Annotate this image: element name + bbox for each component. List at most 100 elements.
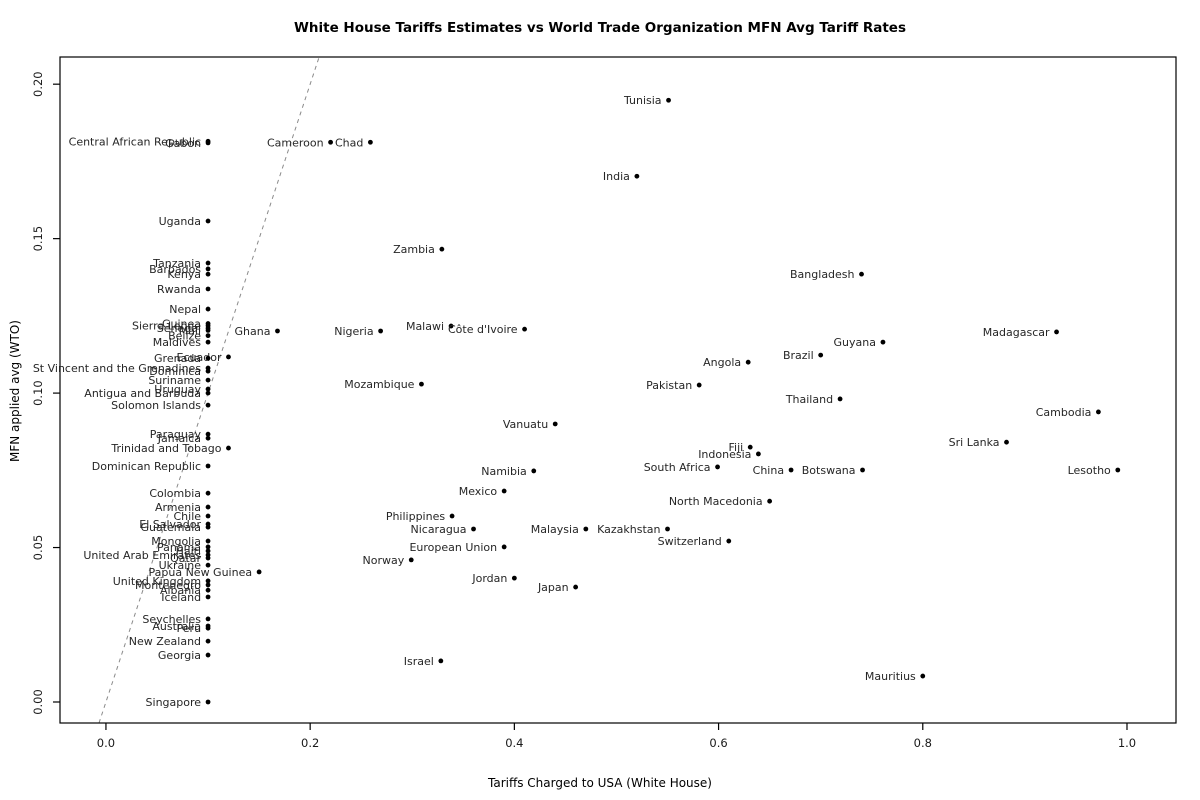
data-point [205, 513, 211, 519]
point-label: Suriname [148, 374, 201, 387]
data-point [205, 562, 211, 568]
point-label: Nepal [169, 303, 201, 316]
point-label: Cameroon [267, 136, 324, 149]
point-label: Madagascar [983, 326, 1050, 339]
point-label: Thailand [785, 393, 833, 406]
data-point [205, 435, 211, 441]
point-label: European Union [409, 541, 497, 554]
point-label: Barbados [149, 263, 201, 276]
data-point [205, 260, 211, 266]
x-tick-label: 0.2 [301, 736, 319, 750]
data-point [205, 218, 211, 224]
y-tick-label: 0.05 [31, 535, 45, 561]
data-point [471, 526, 476, 532]
point-label: Philippines [386, 510, 446, 523]
data-point [818, 352, 824, 358]
point-label: Fiji [729, 441, 744, 454]
data-point [205, 490, 211, 496]
data-point [1004, 439, 1009, 445]
point-label: Norway [363, 554, 405, 567]
point-label: Angola [703, 356, 741, 369]
y-tick-label: 0.10 [31, 380, 45, 406]
point-label: Malaysia [531, 523, 579, 536]
point-label: Australia [152, 620, 201, 633]
point-label: Malawi [406, 320, 444, 333]
data-point [205, 652, 211, 658]
identity-reference-line [98, 57, 320, 724]
point-label: Chad [335, 136, 363, 149]
point-label: United Kingdom [113, 575, 201, 588]
point-label: Botswana [802, 464, 856, 477]
y-tick-label: 0.20 [31, 71, 45, 97]
point-label: Panama [157, 541, 201, 554]
x-tick-label: 0.6 [709, 736, 727, 750]
point-label: Dominican Republic [92, 460, 201, 473]
point-label: Georgia [158, 649, 201, 662]
data-point [205, 327, 211, 333]
x-tick-label: 0.0 [97, 736, 115, 750]
data-point [788, 467, 794, 473]
point-label: Paraguay [150, 428, 202, 441]
data-point [920, 673, 926, 679]
x-tick-label: 0.8 [914, 736, 932, 750]
point-label: Iceland [161, 591, 201, 604]
point-label: Pakistan [646, 379, 692, 392]
data-point [1115, 467, 1121, 473]
y-tick-label: 0.15 [31, 226, 45, 252]
point-label: Kazakhstan [597, 523, 660, 536]
data-point [837, 396, 843, 402]
y-axis-title: MFN applied avg (WTO) [8, 320, 22, 463]
point-label: Mozambique [344, 378, 414, 391]
data-point [205, 333, 211, 339]
data-point [205, 594, 211, 600]
data-point [205, 625, 211, 631]
data-point [511, 575, 517, 581]
data-point [205, 431, 211, 437]
data-point [573, 584, 579, 590]
data-point [205, 538, 211, 544]
point-label: Guyana [833, 336, 875, 349]
point-label: Cambodia [1036, 406, 1092, 419]
data-point [501, 544, 507, 550]
data-point [205, 402, 211, 408]
point-label: Mongolia [151, 535, 201, 548]
point-label: Sri Lanka [949, 436, 1000, 449]
data-point [205, 355, 211, 361]
point-label: India [603, 170, 630, 183]
data-point [859, 271, 864, 277]
point-label: Belize [168, 330, 201, 343]
point-label: Seychelles [142, 613, 201, 626]
data-point [696, 382, 702, 388]
data-point [880, 339, 886, 345]
data-point [205, 339, 211, 345]
point-label: Trinidad and Tobago [110, 442, 221, 455]
point-label: Namibia [481, 465, 527, 478]
data-point [522, 326, 527, 332]
point-label: Armenia [155, 501, 201, 514]
data-point [378, 328, 384, 334]
data-point [205, 386, 211, 392]
point-label: Ukraine [159, 559, 202, 572]
point-label: South Africa [644, 461, 711, 474]
data-point [205, 524, 211, 530]
data-point [205, 616, 211, 622]
point-label: Mauritius [865, 670, 916, 683]
data-point [205, 463, 211, 469]
data-point [367, 139, 373, 145]
point-label: Bangladesh [790, 268, 855, 281]
data-point [205, 548, 211, 554]
data-point [634, 173, 640, 179]
point-label: North Macedonia [669, 495, 763, 508]
point-label: Nigeria [334, 325, 373, 338]
point-label: Ghana [235, 325, 271, 338]
point-label: Lesotho [1068, 464, 1111, 477]
data-point [665, 526, 670, 532]
data-point [1054, 329, 1059, 335]
point-label: Côte d'Ivoire [448, 323, 518, 336]
point-label: Peru [177, 622, 202, 635]
data-point [1096, 409, 1101, 415]
point-label: Mali [179, 324, 201, 337]
point-label: Senegal [157, 322, 201, 335]
point-label: Guinea [162, 318, 201, 331]
